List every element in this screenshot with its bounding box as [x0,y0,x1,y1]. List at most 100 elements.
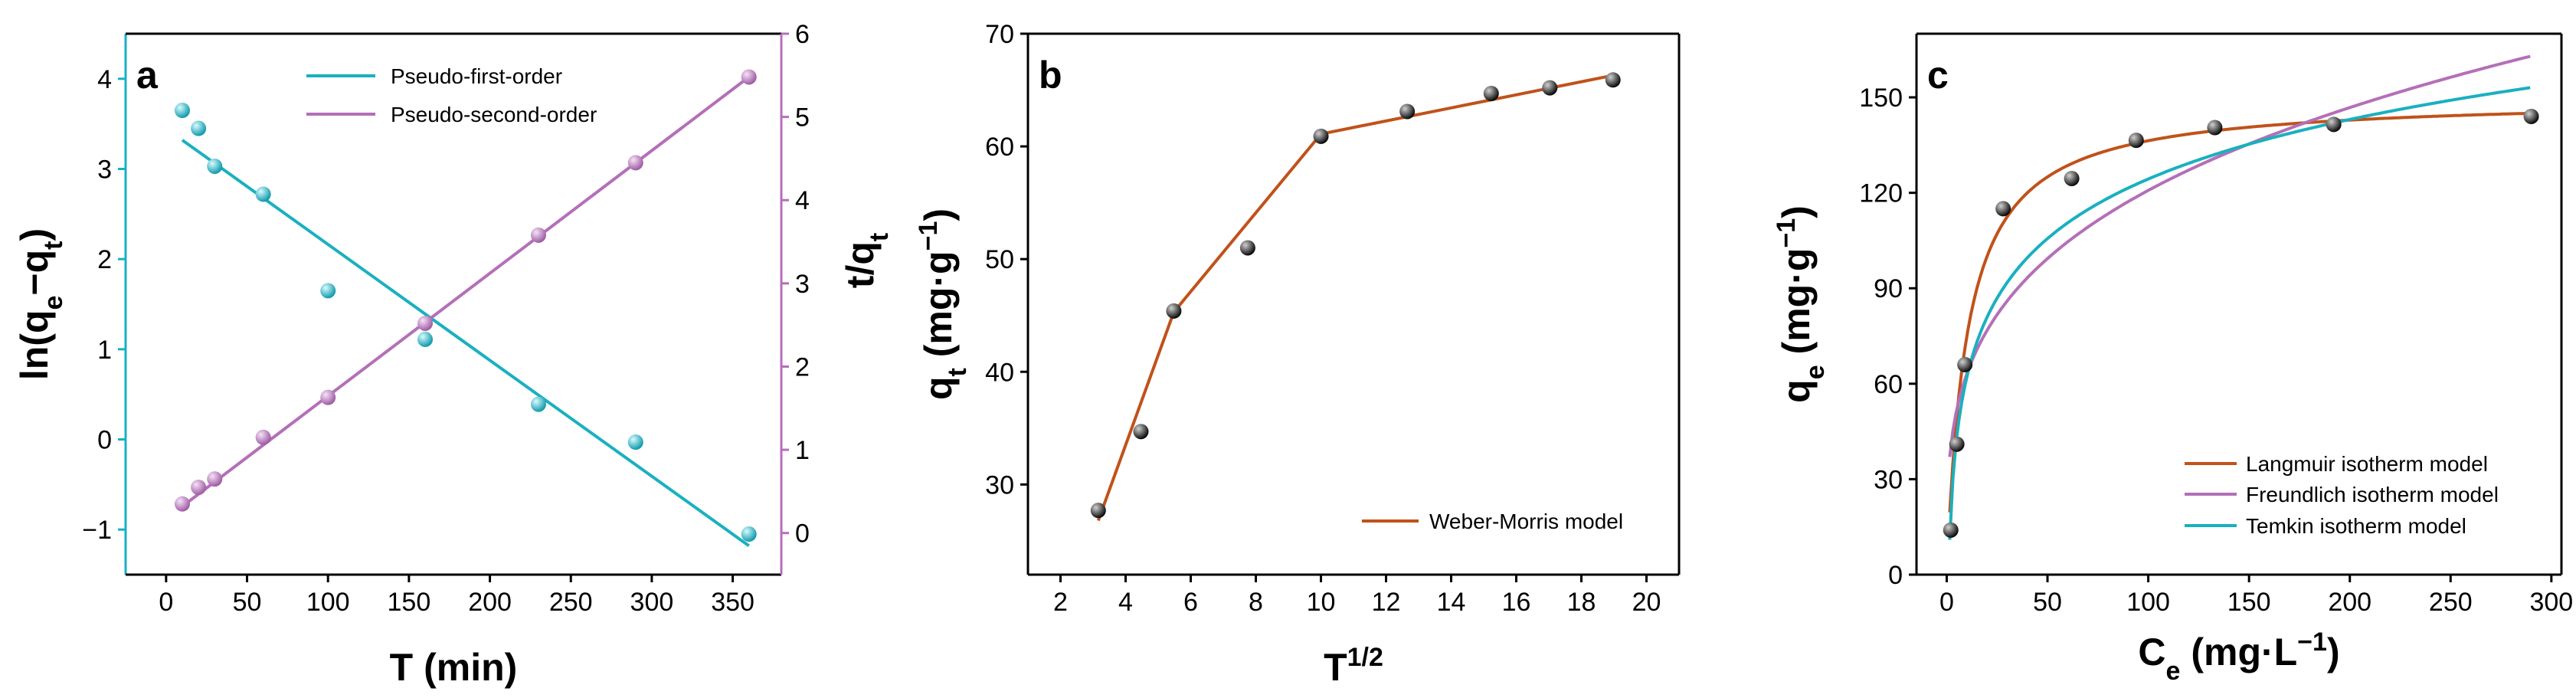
x-tick-label: 300 [630,588,674,617]
x-tick-label: 150 [388,588,431,617]
pseudo-first-order-point [320,283,336,299]
weber-morris-fit-line [1096,74,1614,522]
y-axis-title-part: −q [13,250,56,296]
x-tick-label: 10 [1307,588,1336,617]
y-tick-label: −1 [82,516,112,545]
panel-b-weber-morris-chart: 2 4 6 8 10 12 14 16 18 20 30 40 50 60 70 Weber-Morris m… [914,20,1681,689]
langmuir-fit-curve [1948,111,2531,513]
pseudo-second-order-point [741,69,757,85]
y-tick-label: 4 [97,65,112,94]
y-axis-title-part: −1 [1772,218,1801,248]
legend-label-temkin: Temkin isotherm model [2246,514,2466,538]
y-axis-title-part: q [1775,379,1818,403]
x-tick-label: 0 [159,588,173,617]
x-tick-label: 50 [233,588,262,617]
y2-tick-label: 3 [795,270,810,299]
y-axis-title-part: −1 [914,221,943,251]
y-tick-label: 50 [985,245,1014,274]
x-axis-title: T1/2 [1324,643,1383,689]
y-tick-label: 60 [1874,370,1903,399]
y2-tick-label: 0 [795,519,810,549]
pseudo-first-order-point [191,120,207,136]
equilibrium-data-point [1995,201,2011,217]
equilibrium-data-point [1943,522,1959,538]
x-tick-label: 0 [1939,588,1954,617]
legend-label-langmuir: Langmuir isotherm model [2246,452,2488,476]
y-axis-title-part: ln(q [13,310,56,381]
weber-morris-point [1133,424,1149,440]
x-axis-title-part: 1/2 [1347,643,1383,672]
y-axis-title: qt (mg·g−1) [914,208,972,400]
pseudo-first-order-fit-line [181,139,750,547]
x-tick-label: 100 [306,588,350,617]
equilibrium-data-point [2326,116,2342,133]
pseudo-second-order-point [320,389,336,405]
y-axis-title-part: ) [917,208,960,221]
y2-tick-label: 4 [795,186,810,215]
y2-tick-label: 1 [795,436,810,465]
pseudo-second-order-point [207,471,223,487]
y-tick-label: 1 [97,336,112,365]
legend-label-first: Pseudo-first-order [391,64,562,88]
legend: Langmuir isotherm model Freundlich isothe… [2185,452,2499,538]
x-axis-title-part: −1 [2297,628,2327,657]
x-axis-title: Ce (mg·L−1) [2138,628,2339,686]
panel-a-kinetics-chart: 0 50 100 150 200 250 300 350 −1 0 1 2 3 4 0 1 2 3 4 5 6 Pseud… [13,20,894,689]
y-tick-label: 90 [1874,274,1903,303]
x-tick-label: 50 [2033,588,2062,617]
legend-label-second: Pseudo-second-order [391,103,597,126]
x-tick-label: 350 [711,588,754,617]
pseudo-second-order-point [255,429,271,445]
pseudo-second-order-point [191,479,207,495]
y-axis-title-part: t [943,368,972,376]
x-tick-label: 20 [1632,588,1661,617]
x-axis-title-part: (mg·L [2180,631,2297,673]
x-tick-label: 4 [1118,588,1133,617]
y-axis-title-part: (mg·g [917,251,960,368]
x-tick-label: 300 [2529,588,2573,617]
legend-label-freundlich: Freundlich isotherm model [2246,483,2499,506]
y-tick-label: 40 [985,358,1014,387]
x-tick-label: 250 [549,588,593,617]
y2-axis-title-part: t/q [839,241,882,288]
y-tick-label: 0 [97,426,112,455]
equilibrium-data-point [2523,108,2539,124]
equilibrium-data-point [2128,133,2144,149]
y-axis-title-part: ) [13,228,56,241]
x-tick-label: 250 [2429,588,2473,617]
y-tick-label: 30 [1874,465,1903,494]
equilibrium-data-point [1957,356,1973,372]
x-tick-label: 16 [1502,588,1531,617]
x-axis-title-part: T [1324,646,1347,689]
y-axis-title-part: (mg·g [1775,248,1818,365]
y-axis-title-part: t [39,241,68,250]
y-tick-label: 2 [97,245,112,274]
equilibrium-data-point [2207,120,2223,136]
weber-morris-point [1166,303,1182,319]
legend: Weber-Morris model [1362,510,1623,533]
y-axis-title: qe (mg·g−1) [1772,205,1830,403]
weber-morris-point [1605,72,1621,88]
panel-c-isotherm-chart: 0 50 100 150 200 250 300 0 30 60 90 120 150 Langmuir … [1772,32,2573,686]
legend-label-weber-morris: Weber-Morris model [1429,510,1623,533]
weber-morris-point [1483,85,1499,101]
x-tick-label: 12 [1372,588,1401,617]
equilibrium-data-point [1949,436,1965,452]
weber-morris-point [1090,503,1106,519]
weber-morris-point [1399,103,1416,120]
pseudo-second-order-point [627,155,643,171]
y2-axis-title: t/qt [839,233,894,288]
pseudo-first-order-point [207,158,223,174]
y-tick-label: 0 [1888,561,1903,590]
pseudo-second-order-point [174,496,190,512]
pseudo-first-order-point [741,526,757,542]
legend: Pseudo-first-order Pseudo-second-order [306,64,597,126]
y-tick-label: 150 [1859,84,1903,113]
x-tick-label: 18 [1567,588,1596,617]
pseudo-first-order-point [174,103,190,119]
weber-morris-point [1313,128,1329,144]
x-axis-title-part: ) [2327,631,2340,673]
x-tick-label: 2 [1053,588,1068,617]
temkin-fit-curve [1948,86,2531,540]
